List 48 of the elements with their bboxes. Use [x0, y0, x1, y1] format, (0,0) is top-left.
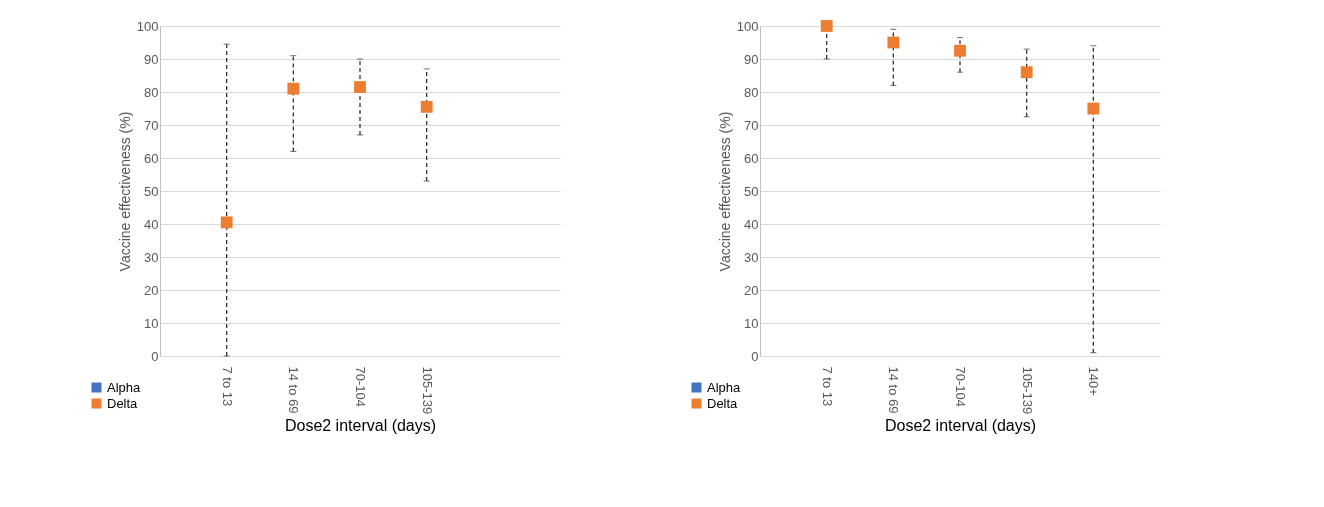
- y-tick-label: 70: [744, 117, 759, 133]
- legend-label: Alpha: [707, 379, 742, 395]
- x-axis-title: Dose2 interval (days): [284, 417, 437, 435]
- x-tick-label: 14 to 69: [886, 366, 902, 414]
- x-tick-label: 14 to 69: [286, 366, 302, 414]
- y-tick-label: 60: [144, 150, 159, 166]
- y-tick-label: 90: [144, 51, 159, 67]
- x-tick-label: 7 to 13: [819, 366, 835, 407]
- y-tick-label: 100: [736, 18, 759, 34]
- point: [887, 36, 900, 49]
- y-tick-label: 40: [144, 216, 159, 232]
- y-tick-label: 10: [744, 315, 759, 331]
- point: [287, 82, 300, 95]
- x-tick-label: 7 to 13: [219, 366, 235, 407]
- point: [820, 20, 833, 32]
- x-tick-label: 70-104: [953, 366, 968, 407]
- y-tick-label: 100: [136, 18, 159, 34]
- point: [1087, 102, 1100, 115]
- y-tick-label: 70: [144, 117, 159, 133]
- x-tick-label: 140+: [1086, 366, 1102, 396]
- y-tick-label: 0: [751, 348, 759, 364]
- x-axis-title: Dose2 interval (days): [884, 417, 1037, 435]
- y-tick-label: 30: [144, 249, 159, 265]
- legend-label: Delta: [707, 395, 739, 411]
- y-tick-label: 50: [744, 183, 759, 199]
- x-tick-label: 105-139: [419, 366, 435, 415]
- y-tick-label: 90: [744, 51, 759, 67]
- legend-label: Alpha: [107, 379, 142, 395]
- point: [1020, 66, 1033, 79]
- y-tick-label: 50: [144, 183, 159, 199]
- legend-label: Delta: [107, 395, 139, 411]
- y-tick-label: 0: [151, 348, 159, 364]
- y-tick-label: 10: [144, 315, 159, 331]
- y-axis-title: Vaccine effectiveness (%): [116, 111, 133, 272]
- point: [220, 216, 233, 229]
- point: [954, 44, 966, 57]
- y-tick-label: 30: [744, 249, 759, 265]
- y-tick-label: 80: [744, 84, 759, 100]
- point: [354, 81, 366, 93]
- y-tick-label: 80: [144, 84, 159, 100]
- x-tick-label: 70-104: [353, 366, 368, 407]
- y-tick-label: 20: [744, 282, 759, 298]
- point: [420, 100, 433, 113]
- x-tick-label: 105-139: [1019, 366, 1035, 415]
- y-tick-label: 60: [744, 150, 759, 166]
- y-tick-label: 40: [744, 216, 759, 232]
- y-tick-label: 20: [144, 282, 159, 298]
- y-axis-title: Vaccine effectiveness (%): [716, 111, 733, 272]
